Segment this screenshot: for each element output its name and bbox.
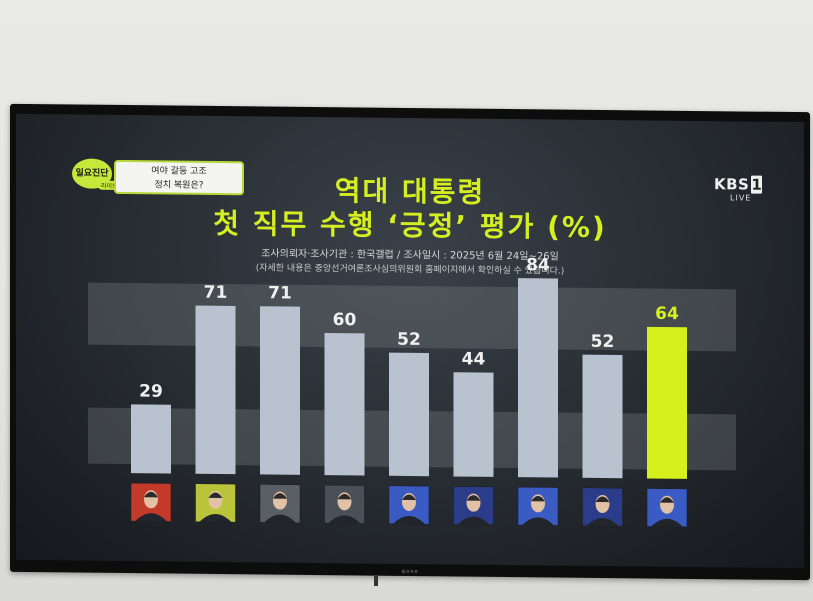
president-portrait-3 bbox=[259, 484, 301, 524]
president-portrait-5 bbox=[388, 485, 430, 525]
bar-3 bbox=[260, 306, 300, 475]
tv-frame: 일요진단 라이브 여야 갈등 고조 정치 복원은? KBS 1 LIVE 역대 대… bbox=[10, 103, 810, 581]
bar-1 bbox=[131, 404, 171, 474]
bar-2 bbox=[195, 305, 236, 475]
bar-chart: 29 71 71 60 52 44 84 52 64 bbox=[130, 255, 688, 528]
bar-8 bbox=[582, 354, 623, 479]
bar-value-label-4: 60 bbox=[333, 310, 357, 330]
tv-brand-label: 필유프로 bbox=[401, 568, 419, 575]
tv-stand bbox=[374, 576, 378, 586]
bar-value-label-8: 52 bbox=[591, 332, 615, 352]
president-portrait-9 bbox=[646, 488, 688, 528]
president-portrait-4 bbox=[324, 484, 365, 524]
president-portrait-6 bbox=[453, 486, 494, 526]
bar-6 bbox=[453, 372, 494, 477]
bar-value-label-1: 29 bbox=[139, 381, 163, 401]
bar-value-label-3: 71 bbox=[268, 283, 292, 303]
president-portrait-2 bbox=[195, 483, 236, 523]
bar-5 bbox=[389, 352, 429, 477]
president-portrait-1 bbox=[130, 482, 172, 522]
bar-4 bbox=[324, 332, 365, 476]
bar-7 bbox=[518, 278, 558, 478]
president-portrait-8 bbox=[582, 487, 623, 527]
bar-value-label-7: 84 bbox=[526, 255, 550, 275]
bar-value-label-9: 64 bbox=[655, 304, 679, 324]
tv-screen: 일요진단 라이브 여야 갈등 고조 정치 복원은? KBS 1 LIVE 역대 대… bbox=[16, 113, 804, 569]
president-portrait-7 bbox=[517, 486, 559, 526]
bar-value-label-5: 52 bbox=[397, 330, 421, 350]
bar-value-label-6: 44 bbox=[462, 349, 486, 369]
bar-9 bbox=[647, 326, 687, 479]
bar-value-label-2: 71 bbox=[204, 283, 228, 303]
